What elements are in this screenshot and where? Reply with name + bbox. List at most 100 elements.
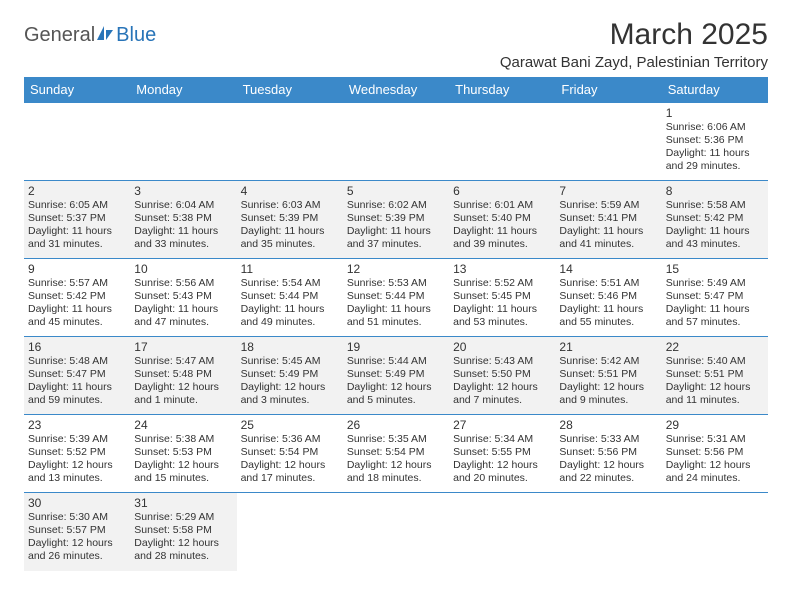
daylight-text: Daylight: 11 hours and 39 minutes. <box>453 225 551 251</box>
sunset-text: Sunset: 5:49 PM <box>241 368 339 381</box>
calendar-day-cell: 15Sunrise: 5:49 AMSunset: 5:47 PMDayligh… <box>662 259 768 337</box>
daylight-text: Daylight: 11 hours and 51 minutes. <box>347 303 445 329</box>
calendar-day-cell: 16Sunrise: 5:48 AMSunset: 5:47 PMDayligh… <box>24 337 130 415</box>
sunset-text: Sunset: 5:54 PM <box>347 446 445 459</box>
day-number: 14 <box>559 262 657 276</box>
day-number: 6 <box>453 184 551 198</box>
day-number: 21 <box>559 340 657 354</box>
daylight-text: Daylight: 11 hours and 53 minutes. <box>453 303 551 329</box>
calendar-day-cell: 17Sunrise: 5:47 AMSunset: 5:48 PMDayligh… <box>130 337 236 415</box>
calendar-day-cell: 28Sunrise: 5:33 AMSunset: 5:56 PMDayligh… <box>555 415 661 493</box>
sunrise-text: Sunrise: 5:47 AM <box>134 355 232 368</box>
calendar-day-cell: 19Sunrise: 5:44 AMSunset: 5:49 PMDayligh… <box>343 337 449 415</box>
day-number: 16 <box>28 340 126 354</box>
daylight-text: Daylight: 12 hours and 1 minute. <box>134 381 232 407</box>
sunset-text: Sunset: 5:44 PM <box>241 290 339 303</box>
daylight-text: Daylight: 12 hours and 26 minutes. <box>28 537 126 563</box>
calendar-day-cell: 30Sunrise: 5:30 AMSunset: 5:57 PMDayligh… <box>24 493 130 571</box>
sunset-text: Sunset: 5:39 PM <box>241 212 339 225</box>
sunrise-text: Sunrise: 5:53 AM <box>347 277 445 290</box>
daylight-text: Daylight: 11 hours and 41 minutes. <box>559 225 657 251</box>
sunrise-text: Sunrise: 5:57 AM <box>28 277 126 290</box>
daylight-text: Daylight: 12 hours and 11 minutes. <box>666 381 764 407</box>
sunrise-text: Sunrise: 5:31 AM <box>666 433 764 446</box>
calendar-day-cell: 13Sunrise: 5:52 AMSunset: 5:45 PMDayligh… <box>449 259 555 337</box>
sunrise-text: Sunrise: 5:29 AM <box>134 511 232 524</box>
day-number: 2 <box>28 184 126 198</box>
calendar-day-cell: 31Sunrise: 5:29 AMSunset: 5:58 PMDayligh… <box>130 493 236 571</box>
calendar-week-row: 9Sunrise: 5:57 AMSunset: 5:42 PMDaylight… <box>24 259 768 337</box>
calendar-day-cell: 27Sunrise: 5:34 AMSunset: 5:55 PMDayligh… <box>449 415 555 493</box>
sunset-text: Sunset: 5:55 PM <box>453 446 551 459</box>
day-number: 1 <box>666 106 764 120</box>
day-number: 7 <box>559 184 657 198</box>
day-header-row: Sunday Monday Tuesday Wednesday Thursday… <box>24 77 768 103</box>
sunrise-text: Sunrise: 5:59 AM <box>559 199 657 212</box>
calendar-day-cell: 21Sunrise: 5:42 AMSunset: 5:51 PMDayligh… <box>555 337 661 415</box>
calendar-week-row: 16Sunrise: 5:48 AMSunset: 5:47 PMDayligh… <box>24 337 768 415</box>
sunset-text: Sunset: 5:46 PM <box>559 290 657 303</box>
sunset-text: Sunset: 5:39 PM <box>347 212 445 225</box>
day-header: Wednesday <box>343 77 449 103</box>
day-number: 18 <box>241 340 339 354</box>
sunrise-text: Sunrise: 5:51 AM <box>559 277 657 290</box>
daylight-text: Daylight: 12 hours and 28 minutes. <box>134 537 232 563</box>
calendar-day-cell: 18Sunrise: 5:45 AMSunset: 5:49 PMDayligh… <box>237 337 343 415</box>
calendar-day-cell <box>662 493 768 571</box>
sunset-text: Sunset: 5:56 PM <box>559 446 657 459</box>
month-title: March 2025 <box>500 18 768 52</box>
sunset-text: Sunset: 5:58 PM <box>134 524 232 537</box>
calendar-day-cell: 8Sunrise: 5:58 AMSunset: 5:42 PMDaylight… <box>662 181 768 259</box>
sunrise-text: Sunrise: 6:04 AM <box>134 199 232 212</box>
sunset-text: Sunset: 5:54 PM <box>241 446 339 459</box>
calendar-day-cell <box>130 103 236 181</box>
calendar-day-cell: 5Sunrise: 6:02 AMSunset: 5:39 PMDaylight… <box>343 181 449 259</box>
day-header: Thursday <box>449 77 555 103</box>
title-block: March 2025 Qarawat Bani Zayd, Palestinia… <box>500 18 768 71</box>
day-number: 13 <box>453 262 551 276</box>
calendar-day-cell <box>24 103 130 181</box>
sunset-text: Sunset: 5:37 PM <box>28 212 126 225</box>
day-number: 25 <box>241 418 339 432</box>
calendar-day-cell: 10Sunrise: 5:56 AMSunset: 5:43 PMDayligh… <box>130 259 236 337</box>
day-number: 5 <box>347 184 445 198</box>
calendar-day-cell: 12Sunrise: 5:53 AMSunset: 5:44 PMDayligh… <box>343 259 449 337</box>
sunset-text: Sunset: 5:47 PM <box>28 368 126 381</box>
day-number: 30 <box>28 496 126 510</box>
location: Qarawat Bani Zayd, Palestinian Territory <box>500 54 768 71</box>
sunrise-text: Sunrise: 5:36 AM <box>241 433 339 446</box>
daylight-text: Daylight: 12 hours and 20 minutes. <box>453 459 551 485</box>
daylight-text: Daylight: 11 hours and 45 minutes. <box>28 303 126 329</box>
sunrise-text: Sunrise: 5:34 AM <box>453 433 551 446</box>
daylight-text: Daylight: 12 hours and 17 minutes. <box>241 459 339 485</box>
calendar-week-row: 1Sunrise: 6:06 AMSunset: 5:36 PMDaylight… <box>24 103 768 181</box>
sunset-text: Sunset: 5:48 PM <box>134 368 232 381</box>
sunrise-text: Sunrise: 5:43 AM <box>453 355 551 368</box>
sunset-text: Sunset: 5:52 PM <box>28 446 126 459</box>
day-header: Friday <box>555 77 661 103</box>
calendar-week-row: 2Sunrise: 6:05 AMSunset: 5:37 PMDaylight… <box>24 181 768 259</box>
daylight-text: Daylight: 12 hours and 9 minutes. <box>559 381 657 407</box>
logo-sail-icon <box>96 25 114 46</box>
calendar-day-cell: 26Sunrise: 5:35 AMSunset: 5:54 PMDayligh… <box>343 415 449 493</box>
sunrise-text: Sunrise: 5:49 AM <box>666 277 764 290</box>
calendar-day-cell: 25Sunrise: 5:36 AMSunset: 5:54 PMDayligh… <box>237 415 343 493</box>
daylight-text: Daylight: 12 hours and 5 minutes. <box>347 381 445 407</box>
calendar-day-cell: 24Sunrise: 5:38 AMSunset: 5:53 PMDayligh… <box>130 415 236 493</box>
sunset-text: Sunset: 5:56 PM <box>666 446 764 459</box>
sunrise-text: Sunrise: 5:39 AM <box>28 433 126 446</box>
sunrise-text: Sunrise: 6:02 AM <box>347 199 445 212</box>
sunset-text: Sunset: 5:51 PM <box>666 368 764 381</box>
calendar-day-cell: 29Sunrise: 5:31 AMSunset: 5:56 PMDayligh… <box>662 415 768 493</box>
daylight-text: Daylight: 11 hours and 33 minutes. <box>134 225 232 251</box>
logo-text-general: General <box>24 24 95 47</box>
day-number: 9 <box>28 262 126 276</box>
day-header: Tuesday <box>237 77 343 103</box>
logo-text-blue: Blue <box>116 24 156 47</box>
sunrise-text: Sunrise: 5:44 AM <box>347 355 445 368</box>
daylight-text: Daylight: 12 hours and 15 minutes. <box>134 459 232 485</box>
sunset-text: Sunset: 5:38 PM <box>134 212 232 225</box>
daylight-text: Daylight: 12 hours and 13 minutes. <box>28 459 126 485</box>
sunrise-text: Sunrise: 5:52 AM <box>453 277 551 290</box>
sunset-text: Sunset: 5:49 PM <box>347 368 445 381</box>
